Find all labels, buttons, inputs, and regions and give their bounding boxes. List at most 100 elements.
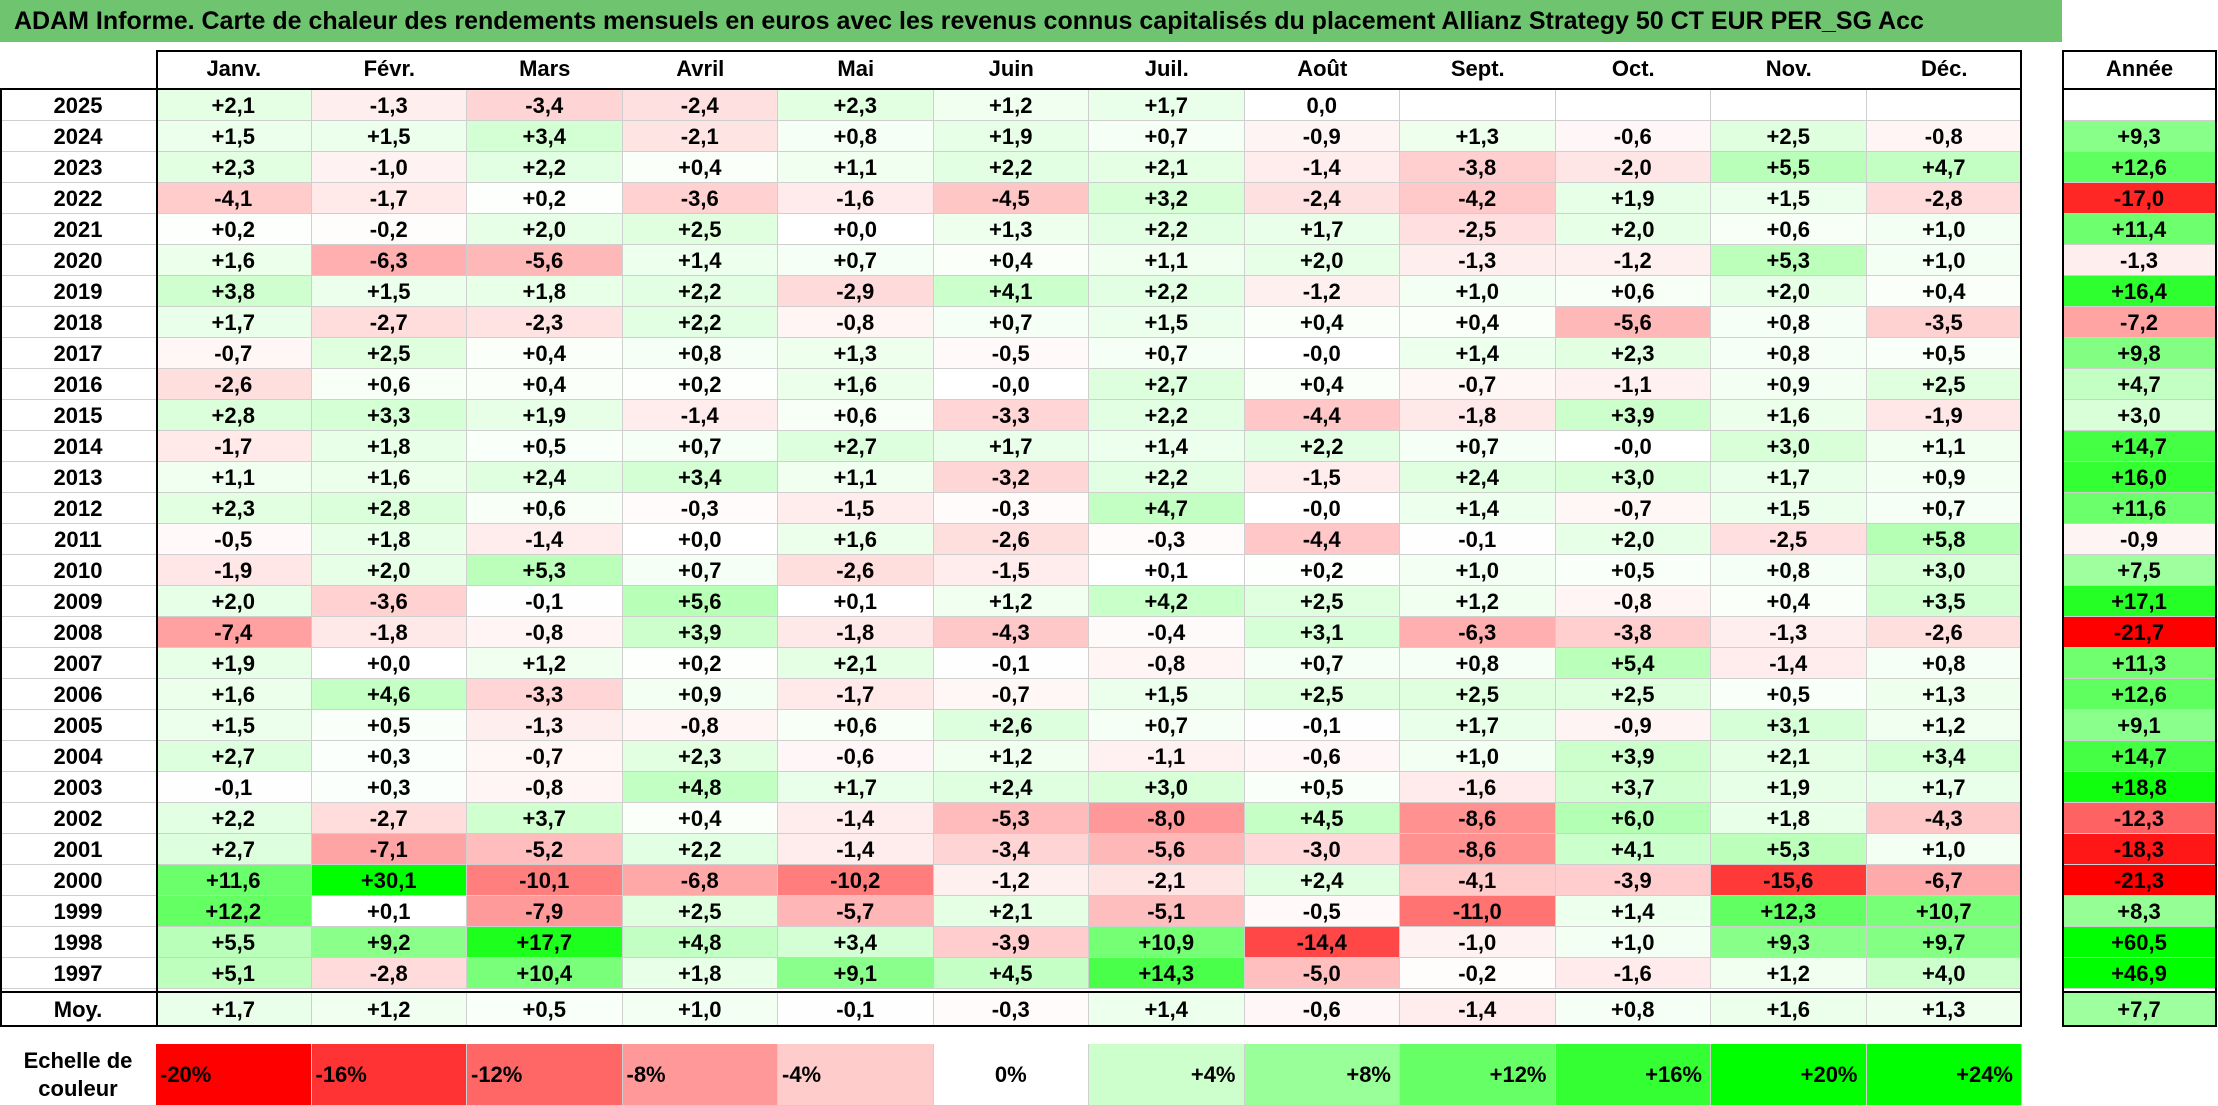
scale-swatch: -12% bbox=[467, 1044, 623, 1106]
heatmap-cell: +3,0 bbox=[1711, 431, 1867, 462]
heatmap-cell: +0,8 bbox=[1400, 648, 1556, 679]
heatmap-cell: -4,3 bbox=[1866, 803, 2022, 834]
heatmap-cell: +3,0 bbox=[1089, 772, 1245, 803]
heatmap-cell: -1,3 bbox=[1400, 245, 1556, 276]
scale-label: Echelle de couleur bbox=[0, 1044, 156, 1106]
heatmap-cell: -7,9 bbox=[467, 896, 623, 927]
heatmap-cell: +1,5 bbox=[1089, 679, 1245, 710]
annual-cell: -1,3 bbox=[2062, 245, 2217, 276]
average-cell: -0,1 bbox=[778, 993, 934, 1027]
heatmap-cell: +2,4 bbox=[1400, 462, 1556, 493]
table-rule bbox=[2062, 88, 2217, 90]
heatmap-cell: +2,8 bbox=[311, 493, 467, 524]
annual-cell: -21,7 bbox=[2062, 617, 2217, 648]
heatmap-cell: +0,8 bbox=[778, 121, 934, 152]
heatmap-cell: +1,3 bbox=[778, 338, 934, 369]
heatmap-cell: -10,2 bbox=[778, 865, 934, 896]
heatmap-cell: +1,7 bbox=[156, 307, 312, 338]
heatmap-cell: -1,7 bbox=[311, 183, 467, 214]
heatmap-cell: +0,6 bbox=[311, 369, 467, 400]
heatmap-cell: +0,5 bbox=[467, 431, 623, 462]
annual-cell: +7,5 bbox=[2062, 555, 2217, 586]
heatmap-cell: +2,0 bbox=[467, 214, 623, 245]
heatmap-cell: +1,6 bbox=[778, 369, 934, 400]
heatmap-cell: -2,1 bbox=[622, 121, 778, 152]
heatmap-cell: +0,4 bbox=[1866, 276, 2022, 307]
heatmap-cell: +0,6 bbox=[1555, 276, 1711, 307]
heatmap-cell: -0,9 bbox=[1244, 121, 1400, 152]
heatmap-cell: +1,3 bbox=[933, 214, 1089, 245]
heatmap-cell: +1,0 bbox=[1866, 834, 2022, 865]
heatmap-cell: +1,6 bbox=[156, 679, 312, 710]
month-header: Juil. bbox=[1144, 56, 1189, 81]
heatmap-cell: -1,7 bbox=[156, 431, 312, 462]
heatmap-cell: +1,6 bbox=[156, 245, 312, 276]
heatmap-cell: +2,5 bbox=[1866, 369, 2022, 400]
heatmap-cell: -1,0 bbox=[311, 152, 467, 183]
year-label: 2007 bbox=[0, 648, 156, 679]
heatmap-cell: +2,3 bbox=[622, 741, 778, 772]
heatmap-cell: -1,2 bbox=[1555, 245, 1711, 276]
heatmap-cell: +2,2 bbox=[1089, 400, 1245, 431]
heatmap-cell: +1,1 bbox=[778, 152, 934, 183]
heatmap-cell: +1,1 bbox=[1866, 431, 2022, 462]
scale-swatch: -16% bbox=[311, 1044, 467, 1106]
heatmap-cell: +2,0 bbox=[1555, 214, 1711, 245]
heatmap-cell: -2,4 bbox=[1244, 183, 1400, 214]
year-label: 1997 bbox=[0, 958, 156, 989]
heatmap-cell: -1,3 bbox=[1711, 617, 1867, 648]
heatmap-cell: +0,4 bbox=[933, 245, 1089, 276]
heatmap-cell: -1,2 bbox=[1244, 276, 1400, 307]
heatmap-cell: +0,1 bbox=[778, 586, 934, 617]
table-rule bbox=[0, 88, 2022, 90]
year-label: 2002 bbox=[0, 803, 156, 834]
heatmap-cell: -0,5 bbox=[933, 338, 1089, 369]
annual-cell: +9,3 bbox=[2062, 121, 2217, 152]
heatmap-cell: +9,7 bbox=[1866, 927, 2022, 958]
heatmap-cell: -3,8 bbox=[1555, 617, 1711, 648]
heatmap-cell: +4,7 bbox=[1866, 152, 2022, 183]
heatmap-cell: +1,2 bbox=[933, 90, 1089, 121]
heatmap-cell: -1,5 bbox=[1244, 462, 1400, 493]
heatmap-cell: +1,0 bbox=[1555, 927, 1711, 958]
annual-header: Année bbox=[2105, 56, 2174, 81]
heatmap-cell: +0,6 bbox=[778, 400, 934, 431]
heatmap-cell: -0,1 bbox=[1400, 524, 1556, 555]
heatmap-cell: -4,4 bbox=[1244, 400, 1400, 431]
annual-cell: +12,6 bbox=[2062, 152, 2217, 183]
heatmap-cell: -11,0 bbox=[1400, 896, 1556, 927]
annual-cell: +3,0 bbox=[2062, 400, 2217, 431]
heatmap-cell: -0,7 bbox=[467, 741, 623, 772]
heatmap-cell: +1,5 bbox=[311, 121, 467, 152]
heatmap-cell: -6,7 bbox=[1866, 865, 2022, 896]
year-label: 2005 bbox=[0, 710, 156, 741]
year-label: 2000 bbox=[0, 865, 156, 896]
year-label: 2003 bbox=[0, 772, 156, 803]
heatmap-cell: -2,7 bbox=[311, 307, 467, 338]
heatmap-cell: +2,0 bbox=[311, 555, 467, 586]
heatmap-cell: -1,0 bbox=[1400, 927, 1556, 958]
heatmap-cell: -1,4 bbox=[778, 803, 934, 834]
heatmap-cell: +2,3 bbox=[156, 493, 312, 524]
heatmap-cell: +2,3 bbox=[778, 90, 934, 121]
heatmap-cell: +1,5 bbox=[1089, 307, 1245, 338]
annual-cell: -12,3 bbox=[2062, 803, 2217, 834]
heatmap-cell: -1,6 bbox=[778, 183, 934, 214]
heatmap-cell: -2,6 bbox=[778, 555, 934, 586]
heatmap-cell: -2,5 bbox=[1711, 524, 1867, 555]
heatmap-cell: +1,2 bbox=[1711, 958, 1867, 989]
heatmap-cell: -5,6 bbox=[1089, 834, 1245, 865]
heatmap-cell: +0,8 bbox=[1711, 338, 1867, 369]
heatmap-cell: +2,2 bbox=[156, 803, 312, 834]
heatmap-cell: +2,5 bbox=[1555, 679, 1711, 710]
heatmap-cell: +1,5 bbox=[1711, 183, 1867, 214]
heatmap-cell: +2,2 bbox=[1089, 276, 1245, 307]
heatmap-cell: +4,0 bbox=[1866, 958, 2022, 989]
heatmap-cell: +1,4 bbox=[1400, 493, 1556, 524]
heatmap-cell: -6,8 bbox=[622, 865, 778, 896]
heatmap-cell: -3,3 bbox=[933, 400, 1089, 431]
heatmap-cell: +9,2 bbox=[311, 927, 467, 958]
heatmap-cell: -0,8 bbox=[1866, 121, 2022, 152]
scale-swatch: -20% bbox=[156, 1044, 312, 1106]
heatmap-cell: -0,1 bbox=[1244, 710, 1400, 741]
